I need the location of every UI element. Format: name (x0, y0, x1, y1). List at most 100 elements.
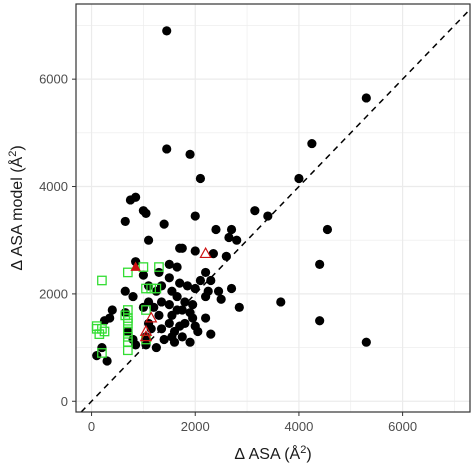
axis-ticks: 0 2000 4000 6000 0 2000 4000 6000 (39, 72, 417, 434)
data-point-square (97, 348, 107, 358)
panel-border (75, 3, 471, 413)
data-point-circle (180, 297, 190, 307)
data-point-triangle-filled (130, 261, 141, 271)
data-point-circle (250, 206, 260, 216)
data-point-circle (224, 232, 234, 243)
data-point-circle (232, 235, 242, 245)
y-tick-label: 4000 (39, 179, 68, 194)
data-point-circle (211, 224, 221, 235)
data-point-circle (107, 305, 117, 315)
data-point-circle (92, 351, 102, 361)
data-point-circle (143, 235, 154, 245)
data-point-circle (172, 262, 182, 272)
data-point-circle (201, 291, 211, 302)
data-point-circle (322, 224, 333, 235)
data-point-circle (182, 281, 193, 291)
data-point-circle (131, 192, 141, 202)
data-point-square (141, 283, 151, 294)
data-point-circle (361, 337, 371, 347)
data-point-circle (221, 251, 231, 261)
data-point-circle (226, 224, 237, 235)
data-point-square (97, 323, 107, 334)
data-point-circle (175, 278, 185, 288)
data-point-square (94, 329, 105, 340)
data-point-circle (151, 286, 161, 296)
data-point-circle (185, 337, 195, 347)
data-point-circle (156, 324, 167, 334)
data-point-square (122, 318, 133, 329)
data-point-circle (120, 308, 130, 318)
data-point-square (122, 331, 133, 342)
data-point-circle (105, 313, 115, 323)
data-point-circle (195, 173, 206, 184)
data-point-circle (159, 334, 169, 345)
data-point-circle (216, 294, 226, 304)
data-point-circle (162, 26, 172, 36)
data-point-circle (131, 340, 141, 350)
data-point-circle (164, 273, 174, 283)
data-point-circle (208, 249, 218, 259)
data-point-circle (97, 342, 107, 353)
data-point-circle (143, 281, 154, 291)
data-point-square (97, 275, 107, 286)
data-point-circle (177, 243, 187, 253)
data-point-circle (177, 332, 187, 342)
data-point-circle (141, 208, 151, 218)
data-point-circle (167, 310, 177, 320)
x-tick-label: 6000 (388, 419, 417, 434)
data-point-circle (159, 219, 169, 229)
data-point-circle (151, 342, 161, 353)
data-point-triangle-open (139, 330, 153, 342)
data-point-circle (190, 283, 200, 294)
data-point-circle (172, 291, 182, 302)
data-point-circle (164, 318, 174, 329)
data-point-circle (188, 313, 198, 323)
data-point-circle (154, 267, 164, 278)
data-point-circle (234, 302, 244, 312)
data-point-circle (190, 211, 200, 221)
y-tick-label: 0 (61, 394, 68, 409)
data-point-circle (190, 246, 200, 256)
data-point-circle (128, 291, 138, 302)
data-points (91, 26, 371, 366)
grid-layer (76, 4, 470, 412)
data-point-circle (193, 326, 203, 337)
data-point-circle (315, 259, 325, 269)
data-point-square (138, 262, 149, 272)
data-point-circle (195, 275, 206, 286)
data-point-circle (169, 337, 180, 347)
y-tick-label: 6000 (39, 72, 68, 87)
x-tick-label: 0 (88, 419, 95, 434)
data-point-circle (138, 302, 148, 312)
data-point-circle (120, 216, 130, 227)
data-point-square (146, 283, 157, 294)
data-point-circle (263, 211, 273, 221)
data-point-circle (149, 302, 159, 312)
data-point-square (122, 315, 133, 326)
data-point-square (122, 267, 133, 278)
data-point-square (122, 345, 133, 356)
data-point-triangle-open (199, 246, 212, 259)
data-point-circle (154, 310, 164, 320)
x-axis-title: Δ ASA (Å2) (234, 444, 311, 463)
data-point-circle (185, 149, 195, 159)
x-tick-label: 4000 (284, 419, 313, 434)
data-point-circle (213, 286, 224, 296)
data-point-circle (315, 316, 325, 326)
data-point-square (154, 262, 164, 272)
y-tick-label: 2000 (39, 286, 68, 301)
data-point-circle (201, 267, 211, 278)
data-point-circle (138, 270, 148, 280)
y-axis-title: Δ ASA model (Å2) (7, 145, 26, 270)
data-point-circle (120, 286, 130, 296)
data-point-circle (206, 329, 216, 339)
data-point-square (141, 305, 151, 315)
data-point-circle (188, 300, 198, 310)
data-point-triangle-open (144, 311, 158, 323)
data-point-square (99, 326, 110, 337)
data-point-circle (226, 283, 237, 294)
data-point-circle (361, 93, 371, 103)
data-point-circle (177, 305, 187, 315)
x-tick-label: 2000 (181, 419, 210, 434)
